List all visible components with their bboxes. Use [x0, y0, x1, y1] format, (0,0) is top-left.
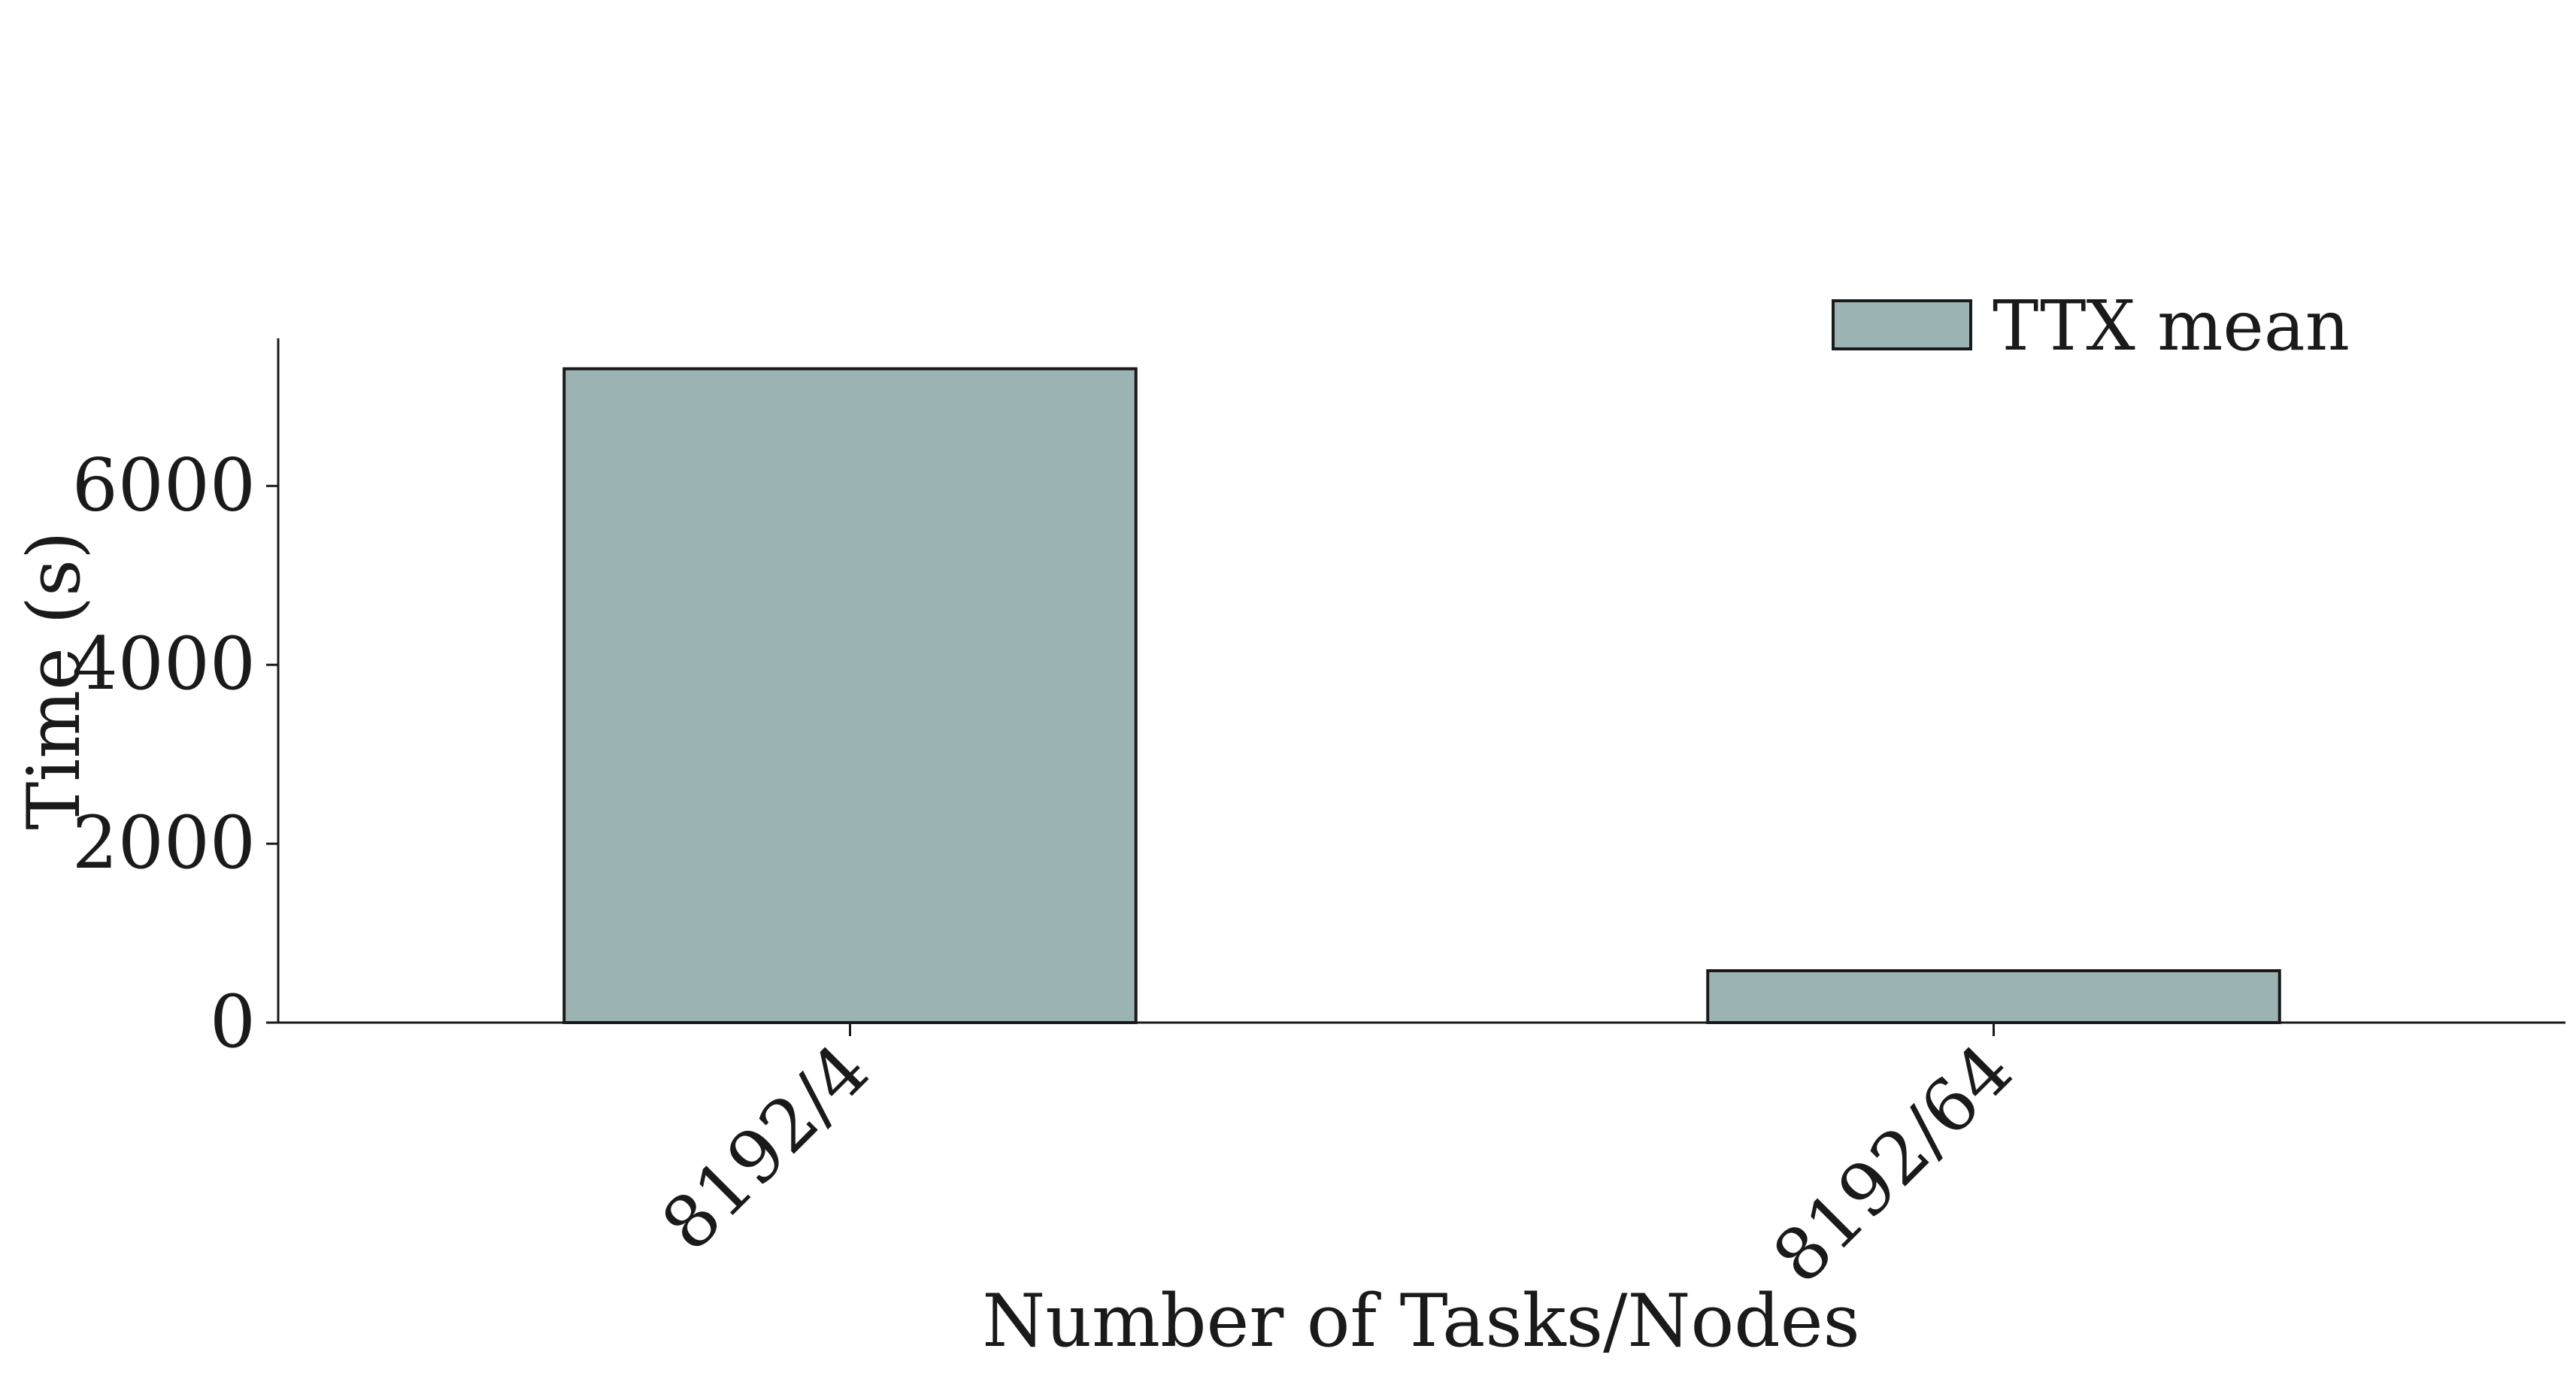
legend-label-ttx-mean: TTX mean [1993, 286, 2350, 366]
x-tick-label: 8192/4 [646, 1028, 885, 1267]
y-tick-label: 6000 [72, 443, 256, 527]
legend: TTX mean [1832, 286, 2350, 366]
x-ticks: 8192/4 8192/64 [646, 1023, 2029, 1299]
axes [277, 338, 2565, 1024]
y-ticks: 0 2000 4000 6000 [72, 443, 278, 1064]
x-tick-label: 8192/64 [1757, 1028, 2029, 1299]
y-tick-label: 0 [210, 980, 256, 1064]
y-tick-label: 4000 [72, 622, 256, 706]
bar-8192-4 [562, 367, 1138, 1024]
y-axis-title: Time (s) [12, 531, 96, 829]
x-axis-title: Number of Tasks/Nodes [982, 1279, 1860, 1363]
legend-swatch-ttx-mean [1832, 299, 1972, 350]
bar-8192-64 [1706, 969, 2281, 1025]
y-tick-label: 2000 [72, 801, 256, 885]
bars [562, 367, 2281, 1025]
